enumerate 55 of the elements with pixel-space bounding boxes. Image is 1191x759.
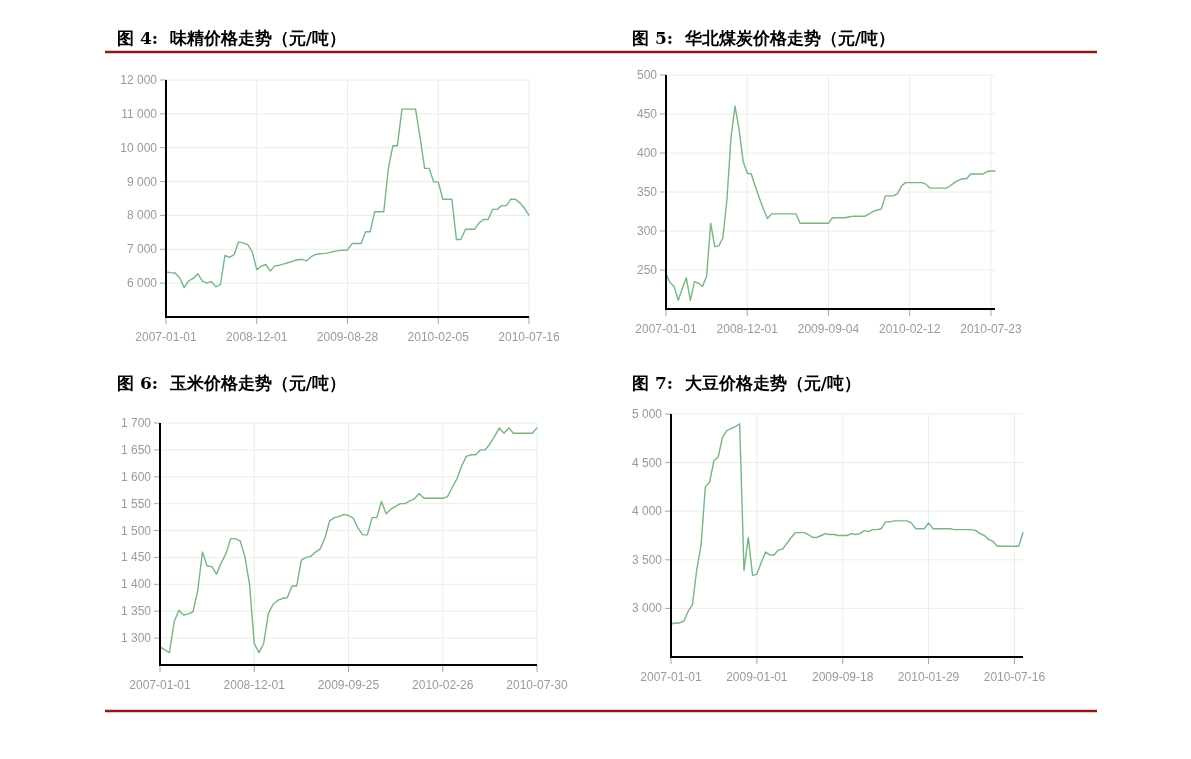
y-tick-label: 1 650: [120, 442, 152, 457]
chart-title: 图 6: 玉米价格走势（元/吨）: [117, 373, 347, 393]
chart-title: 图 4: 味精价格走势（元/吨）: [117, 28, 347, 48]
x-tick-label: 2008-12-01: [226, 330, 288, 344]
x-tick-label: 2009-01-01: [726, 670, 788, 684]
y-tick-label: 1 450: [120, 550, 152, 565]
x-tick-label: 2010-02-26: [412, 678, 474, 692]
x-tick-label: 2010-07-30: [506, 678, 569, 692]
y-tick-label: 4 500: [631, 455, 663, 470]
y-tick-label: 10 000: [120, 140, 158, 155]
y-tick-label: 9 000: [126, 174, 158, 189]
x-tick-label: 2010-07-16: [983, 670, 1046, 684]
y-tick-label: 400: [636, 146, 658, 160]
y-tick-label: 1 400: [120, 577, 152, 592]
y-tick-label: 7 000: [126, 242, 158, 257]
x-tick-label: 2009-09-25: [317, 678, 380, 692]
x-tick-label: 2010-07-23: [960, 322, 1022, 336]
x-tick-label: 2010-07-16: [498, 330, 561, 344]
y-tick-label: 300: [636, 224, 658, 238]
y-tick-label: 250: [636, 263, 658, 277]
x-tick-label: 2010-01-29: [897, 670, 960, 684]
y-tick-label: 6 000: [126, 276, 158, 291]
x-tick-label: 2007-01-01: [135, 330, 198, 344]
line-series: [670, 423, 1024, 625]
y-tick-label: 450: [636, 107, 658, 121]
y-tick-label: 11 000: [121, 106, 158, 121]
y-tick-label: 1 550: [120, 496, 152, 511]
y-tick-label: 1 500: [120, 523, 152, 538]
y-tick-label: 5 000: [631, 407, 663, 421]
line-series: [165, 108, 530, 289]
y-tick-label: 1 350: [120, 604, 152, 619]
y-tick-label: 1 600: [120, 469, 152, 484]
x-tick-label: 2009-08-28: [316, 330, 379, 344]
y-tick-label: 350: [636, 185, 658, 199]
x-tick-label: 2007-01-01: [635, 322, 698, 336]
y-tick-label: 1 700: [120, 416, 152, 430]
line-series: [159, 427, 538, 654]
chart-title: 图 7: 大豆价格走势（元/吨）: [632, 373, 862, 393]
y-tick-label: 1 300: [120, 631, 152, 646]
chart-title: 图 5: 华北煤炭价格走势（元/吨）: [632, 28, 896, 48]
y-tick-label: 500: [636, 68, 658, 82]
x-tick-label: 2007-01-01: [640, 670, 703, 684]
x-tick-label: 2007-01-01: [129, 678, 192, 692]
y-tick-label: 4 000: [631, 504, 663, 519]
x-tick-label: 2009-09-04: [797, 322, 860, 336]
y-tick-label: 3 500: [631, 552, 663, 567]
y-tick-label: 12 000: [120, 73, 158, 87]
x-tick-label: 2008-12-01: [223, 678, 286, 692]
x-tick-label: 2010-02-12: [879, 322, 941, 336]
line-series: [665, 105, 996, 302]
x-tick-label: 2010-02-05: [407, 330, 470, 344]
y-tick-label: 8 000: [126, 208, 158, 223]
x-tick-label: 2009-09-18: [812, 670, 874, 684]
x-tick-label: 2008-12-01: [716, 322, 779, 336]
y-tick-label: 3 000: [631, 601, 663, 616]
